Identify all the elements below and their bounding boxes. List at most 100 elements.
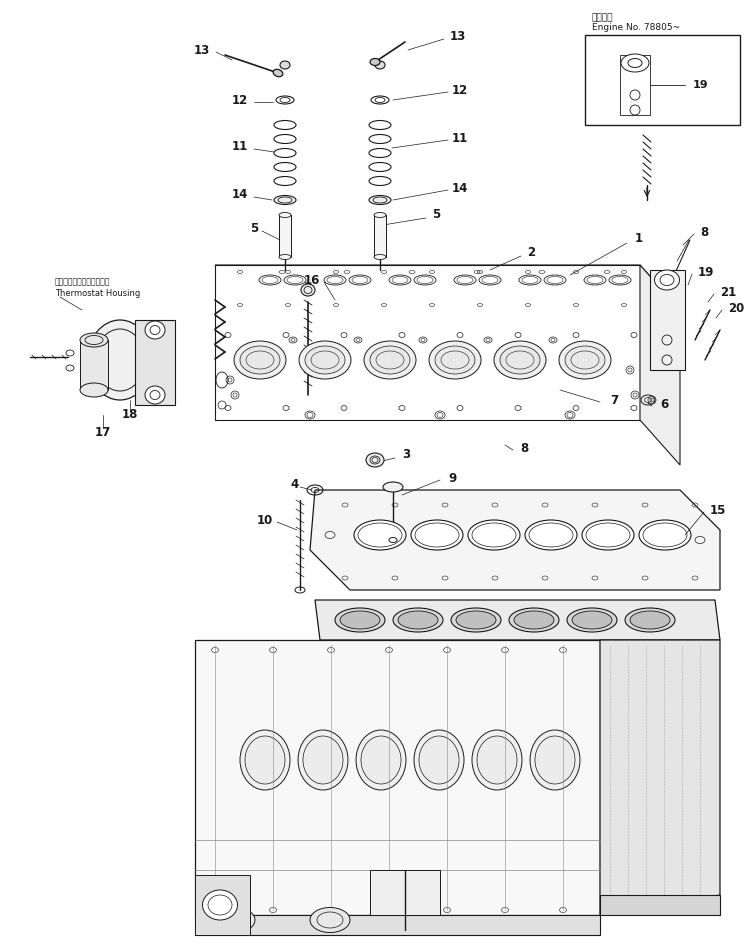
Ellipse shape bbox=[303, 736, 343, 784]
Bar bbox=[80, 340, 108, 390]
Text: 17: 17 bbox=[94, 427, 111, 440]
Text: 12: 12 bbox=[232, 93, 248, 107]
Ellipse shape bbox=[374, 255, 386, 260]
Ellipse shape bbox=[628, 59, 642, 68]
Ellipse shape bbox=[530, 730, 580, 790]
Text: Engine No. 78805~: Engine No. 78805~ bbox=[592, 23, 680, 31]
Ellipse shape bbox=[340, 611, 380, 629]
Text: 13: 13 bbox=[194, 43, 210, 57]
Ellipse shape bbox=[279, 255, 291, 260]
Polygon shape bbox=[310, 490, 720, 590]
Text: 適用号端: 適用号端 bbox=[592, 13, 613, 23]
Text: 4: 4 bbox=[290, 479, 298, 492]
Text: 7: 7 bbox=[610, 394, 618, 407]
Text: 11: 11 bbox=[452, 131, 468, 144]
Ellipse shape bbox=[582, 520, 634, 550]
Ellipse shape bbox=[374, 212, 386, 217]
Ellipse shape bbox=[535, 736, 575, 784]
Text: 2: 2 bbox=[527, 245, 536, 259]
Text: 8: 8 bbox=[700, 226, 708, 239]
Text: 19: 19 bbox=[698, 265, 714, 278]
Polygon shape bbox=[600, 895, 720, 915]
Ellipse shape bbox=[301, 284, 315, 296]
Ellipse shape bbox=[88, 320, 152, 400]
Ellipse shape bbox=[383, 482, 403, 492]
Text: 9: 9 bbox=[448, 471, 456, 484]
Ellipse shape bbox=[215, 907, 255, 933]
Text: 14: 14 bbox=[452, 181, 468, 194]
Ellipse shape bbox=[145, 321, 165, 339]
Ellipse shape bbox=[145, 386, 165, 404]
Ellipse shape bbox=[310, 907, 350, 933]
Ellipse shape bbox=[234, 341, 286, 379]
Ellipse shape bbox=[630, 611, 670, 629]
Ellipse shape bbox=[494, 341, 546, 379]
Text: 6: 6 bbox=[660, 397, 668, 411]
Ellipse shape bbox=[375, 61, 385, 69]
Ellipse shape bbox=[509, 608, 559, 632]
Ellipse shape bbox=[80, 333, 108, 347]
Text: 5: 5 bbox=[432, 209, 440, 222]
Text: 8: 8 bbox=[520, 442, 528, 454]
Ellipse shape bbox=[356, 730, 406, 790]
Ellipse shape bbox=[655, 270, 680, 290]
Text: 10: 10 bbox=[256, 514, 273, 527]
Ellipse shape bbox=[370, 346, 410, 374]
Ellipse shape bbox=[621, 54, 649, 72]
Ellipse shape bbox=[274, 195, 296, 205]
Ellipse shape bbox=[411, 520, 463, 550]
Ellipse shape bbox=[354, 520, 406, 550]
Ellipse shape bbox=[202, 890, 238, 920]
Ellipse shape bbox=[514, 611, 554, 629]
Ellipse shape bbox=[565, 346, 605, 374]
Text: 1: 1 bbox=[635, 231, 643, 244]
Ellipse shape bbox=[456, 611, 496, 629]
Ellipse shape bbox=[429, 341, 481, 379]
Polygon shape bbox=[315, 600, 720, 640]
Ellipse shape bbox=[240, 346, 280, 374]
Text: Thermostat Housing: Thermostat Housing bbox=[55, 289, 140, 297]
Ellipse shape bbox=[335, 608, 385, 632]
Text: 11: 11 bbox=[232, 141, 248, 154]
Polygon shape bbox=[195, 875, 250, 935]
Text: 15: 15 bbox=[710, 503, 726, 516]
Ellipse shape bbox=[393, 608, 443, 632]
Ellipse shape bbox=[451, 608, 501, 632]
Text: 19: 19 bbox=[693, 80, 709, 90]
Polygon shape bbox=[620, 55, 650, 115]
Ellipse shape bbox=[361, 736, 401, 784]
Text: 16: 16 bbox=[304, 274, 320, 286]
Ellipse shape bbox=[500, 346, 540, 374]
Ellipse shape bbox=[559, 341, 611, 379]
Ellipse shape bbox=[398, 611, 438, 629]
Ellipse shape bbox=[414, 730, 464, 790]
Ellipse shape bbox=[477, 736, 517, 784]
Ellipse shape bbox=[567, 608, 617, 632]
Ellipse shape bbox=[240, 730, 290, 790]
Ellipse shape bbox=[472, 730, 522, 790]
Text: 5: 5 bbox=[250, 222, 258, 234]
Text: 13: 13 bbox=[450, 30, 466, 43]
Text: 21: 21 bbox=[720, 285, 736, 298]
Bar bbox=[374, 215, 386, 257]
Polygon shape bbox=[215, 265, 680, 310]
Polygon shape bbox=[195, 640, 600, 915]
Ellipse shape bbox=[366, 453, 384, 467]
Polygon shape bbox=[600, 640, 720, 915]
Ellipse shape bbox=[364, 341, 416, 379]
Polygon shape bbox=[195, 915, 600, 935]
Bar bbox=[585, 35, 740, 125]
Polygon shape bbox=[215, 265, 640, 420]
Ellipse shape bbox=[273, 69, 283, 76]
Ellipse shape bbox=[419, 736, 459, 784]
Text: 14: 14 bbox=[232, 189, 248, 201]
Polygon shape bbox=[650, 270, 685, 370]
Ellipse shape bbox=[305, 346, 345, 374]
Text: 3: 3 bbox=[402, 447, 410, 461]
Ellipse shape bbox=[299, 341, 351, 379]
Ellipse shape bbox=[369, 195, 391, 205]
Ellipse shape bbox=[525, 520, 577, 550]
Ellipse shape bbox=[435, 346, 475, 374]
Ellipse shape bbox=[279, 212, 291, 217]
Text: 20: 20 bbox=[728, 301, 744, 314]
